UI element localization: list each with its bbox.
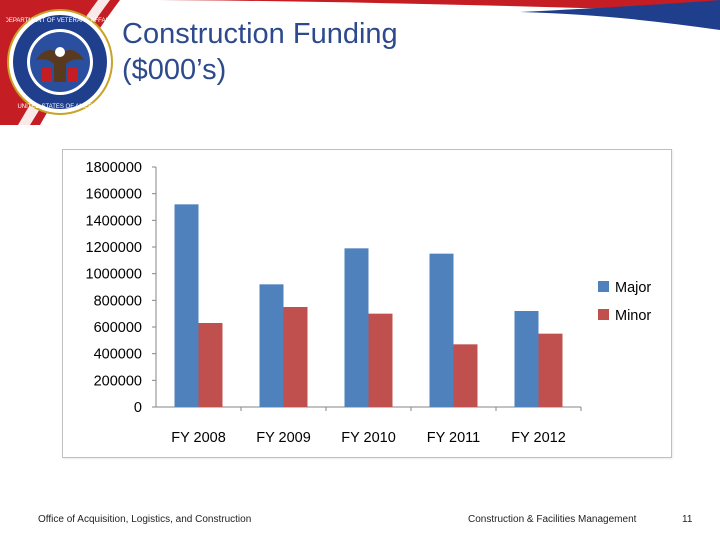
y-tick-label: 1600000	[86, 187, 142, 203]
bar-minor	[538, 333, 563, 407]
bar-major	[344, 248, 369, 407]
title-line-2: ($000’s)	[122, 54, 227, 86]
flag-red-stripes	[42, 68, 52, 82]
y-tick-label: 200000	[94, 373, 142, 389]
y-tick-label: 1800000	[86, 160, 142, 176]
eagle-icon	[36, 50, 84, 82]
y-tick-label: 600000	[94, 320, 142, 336]
y-tick-label: 0	[134, 400, 142, 416]
footer-center: Construction & Facilities Management	[468, 514, 637, 525]
y-tick-label: 800000	[94, 293, 142, 309]
x-tick-label: FY 2012	[511, 430, 566, 446]
title-line-1: Construction Funding	[122, 18, 398, 50]
legend-swatch-minor	[598, 309, 609, 320]
bar-major	[429, 253, 454, 407]
y-tick-label: 1400000	[86, 213, 142, 229]
band-blue-swoosh	[520, 0, 720, 30]
svg-text:UNITED STATES OF AMERICA: UNITED STATES OF AMERICA	[17, 104, 102, 110]
y-tick-label: 400000	[94, 347, 142, 363]
y-tick-label: 1200000	[86, 240, 142, 256]
bar-minor	[453, 344, 478, 407]
legend-label-minor: Minor	[615, 308, 651, 324]
bar-major	[514, 311, 539, 407]
bar-minor	[198, 323, 223, 407]
va-seal-logo: DEPARTMENT OF VETERANS AFFAIRS UNITED ST…	[6, 9, 114, 115]
x-tick-label: FY 2011	[427, 430, 480, 446]
y-tick-label: 1000000	[86, 267, 142, 283]
svg-text:DEPARTMENT OF VETERANS AFFAIRS: DEPARTMENT OF VETERANS AFFAIRS	[6, 18, 114, 24]
x-tick-label: FY 2009	[256, 430, 311, 446]
x-tick-label: FY 2008	[171, 430, 226, 446]
bar-major	[174, 204, 199, 407]
legend-swatch-major	[598, 281, 609, 292]
x-tick-label: FY 2010	[341, 430, 396, 446]
footer-left: Office of Acquisition, Logistics, and Co…	[38, 514, 252, 525]
chart-container: 0 200000 400000 600000 800000 1000000 1200000 1…	[62, 149, 672, 458]
legend-label-major: Major	[615, 280, 651, 296]
bar-chart: 0 200000 400000 600000 800000 1000000 1200000 1…	[86, 160, 652, 446]
page-number: 11	[682, 514, 693, 525]
bar-major	[259, 284, 284, 407]
slide-title: Construction Funding ($000’s)	[122, 16, 398, 88]
bar-minor	[368, 313, 393, 407]
bar-minor	[283, 307, 308, 407]
